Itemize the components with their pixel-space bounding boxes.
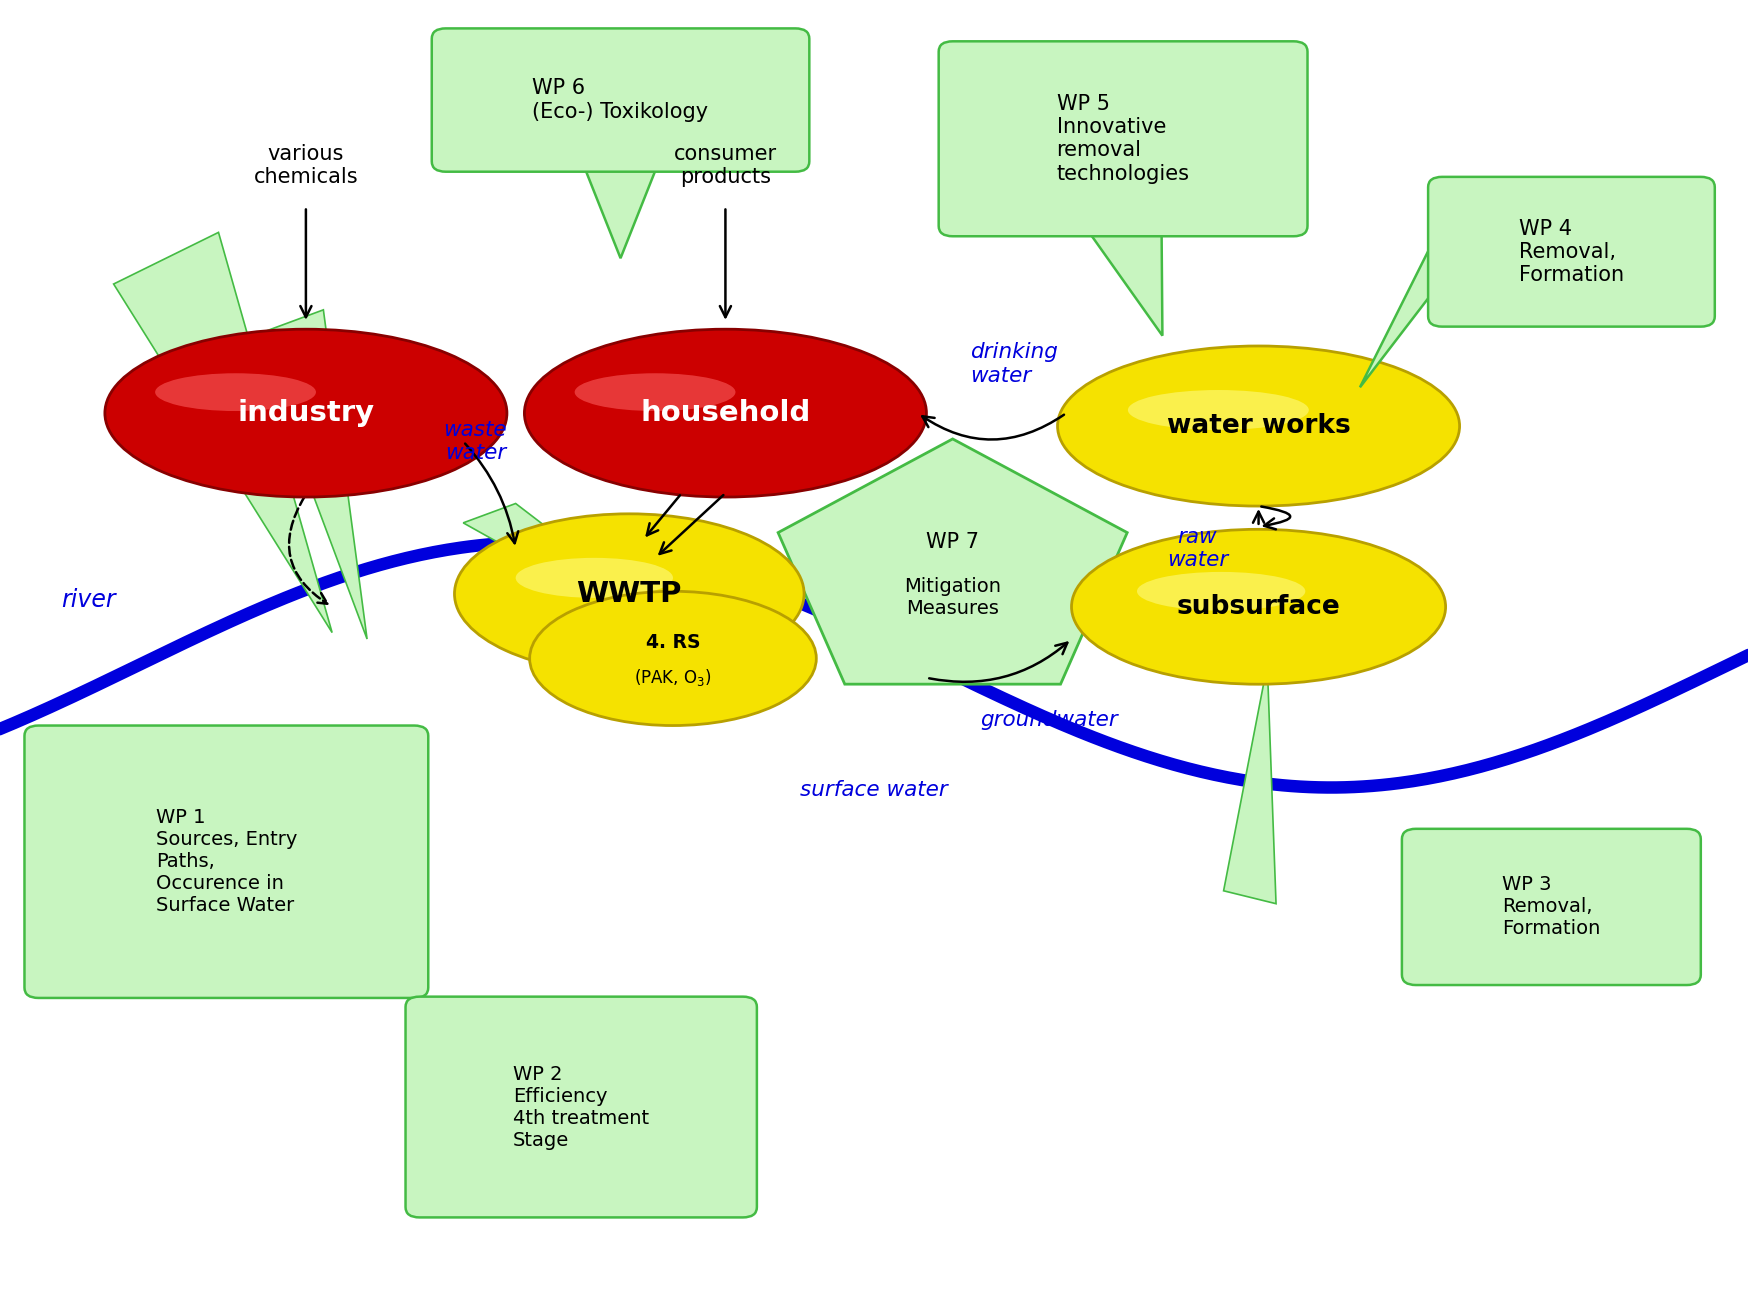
Ellipse shape <box>1136 572 1306 611</box>
Text: (PAK, O$_3$): (PAK, O$_3$) <box>635 667 711 688</box>
Text: raw
water: raw water <box>1166 527 1229 571</box>
Ellipse shape <box>105 329 507 497</box>
Ellipse shape <box>530 591 816 726</box>
FancyBboxPatch shape <box>406 997 757 1217</box>
Ellipse shape <box>454 514 804 674</box>
Text: Mitigation
Measures: Mitigation Measures <box>904 577 1002 618</box>
FancyBboxPatch shape <box>1402 829 1701 985</box>
Text: consumer
products: consumer products <box>675 145 776 187</box>
Polygon shape <box>1360 223 1442 387</box>
Ellipse shape <box>156 373 316 411</box>
Polygon shape <box>778 439 1127 684</box>
Text: WP 3
Removal,
Formation: WP 3 Removal, Formation <box>1502 875 1601 939</box>
Polygon shape <box>114 232 332 633</box>
Text: waste
water: waste water <box>444 420 507 463</box>
FancyBboxPatch shape <box>24 726 428 998</box>
Polygon shape <box>533 574 778 684</box>
Text: subsurface: subsurface <box>1176 594 1341 620</box>
Ellipse shape <box>575 373 736 411</box>
Text: drinking
water: drinking water <box>970 342 1058 386</box>
Text: WP 4
Removal,
Formation: WP 4 Removal, Formation <box>1519 218 1624 285</box>
FancyBboxPatch shape <box>1428 177 1715 327</box>
Polygon shape <box>463 503 752 684</box>
FancyBboxPatch shape <box>432 28 809 172</box>
Text: groundwater: groundwater <box>981 710 1117 731</box>
Text: various
chemicals: various chemicals <box>253 145 358 187</box>
Ellipse shape <box>516 558 673 598</box>
Text: 4. RS: 4. RS <box>645 634 701 652</box>
FancyBboxPatch shape <box>939 41 1308 236</box>
Polygon shape <box>1224 665 1276 904</box>
Ellipse shape <box>524 329 926 497</box>
Text: industry: industry <box>238 399 374 427</box>
Ellipse shape <box>1127 390 1309 430</box>
Ellipse shape <box>1072 529 1446 684</box>
Polygon shape <box>582 161 659 258</box>
Text: WP 5
Innovative
removal
technologies: WP 5 Innovative removal technologies <box>1056 94 1190 183</box>
Text: WP 6
(Eco-) Toxikology: WP 6 (Eco-) Toxikology <box>533 79 708 121</box>
Text: water works: water works <box>1166 413 1351 439</box>
Text: WP 7: WP 7 <box>926 532 979 553</box>
Ellipse shape <box>1058 346 1460 506</box>
Text: WWTP: WWTP <box>577 580 682 608</box>
Text: surface water: surface water <box>801 780 947 800</box>
Text: household: household <box>640 399 811 427</box>
Polygon shape <box>1084 226 1162 336</box>
Text: WP 1
Sources, Entry
Paths,
Occurence in
Surface Water: WP 1 Sources, Entry Paths, Occurence in … <box>156 808 297 915</box>
Polygon shape <box>253 310 367 639</box>
Text: river: river <box>61 589 115 612</box>
Text: WP 2
Efficiency
4th treatment
Stage: WP 2 Efficiency 4th treatment Stage <box>514 1065 649 1149</box>
Polygon shape <box>603 682 795 697</box>
